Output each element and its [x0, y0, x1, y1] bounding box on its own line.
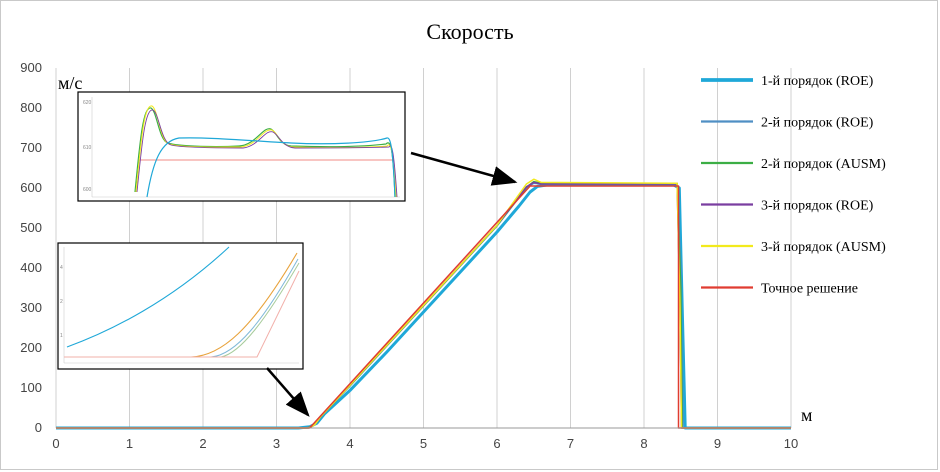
- legend-label: Точное решение: [761, 282, 858, 297]
- y-tick-label: 200: [20, 340, 42, 355]
- x-tick-label: 6: [493, 436, 500, 451]
- legend-label: 2-й порядок (ROE): [761, 116, 874, 131]
- svg-text:2: 2: [60, 299, 63, 305]
- legend-label: 3-й порядок (ROE): [761, 199, 874, 214]
- plateau-pointer-arrow: [410, 151, 518, 186]
- legend-label: 2-й порядок (AUSM): [761, 157, 886, 172]
- y-tick-label: 100: [20, 380, 42, 395]
- x-tick-label: 0: [52, 436, 59, 451]
- svg-text:610: 610: [83, 145, 92, 151]
- x-tick-label: 1: [126, 436, 133, 451]
- legend-label: 3-й порядок (AUSM): [761, 240, 886, 255]
- x-tick-label: 7: [567, 436, 574, 451]
- x-tick-label: 5: [420, 436, 427, 451]
- series-line-1: [56, 183, 791, 430]
- onset-zoom-inset: 4 2 1: [57, 242, 304, 370]
- y-tick-label: 400: [20, 260, 42, 275]
- legend-label: 1-й порядок (ROE): [761, 74, 874, 89]
- y-tick-label: 500: [20, 220, 42, 235]
- inset-roe3-line: [136, 109, 398, 198]
- y-tick-label: 300: [20, 300, 42, 315]
- inset-ausm3-line: [135, 105, 397, 198]
- y-tick-label: 0: [35, 420, 42, 435]
- svg-text:4: 4: [60, 265, 63, 271]
- x-tick-label: 8: [640, 436, 647, 451]
- inset-onset-roe2-line: [64, 258, 299, 358]
- y-tick-label: 700: [20, 140, 42, 155]
- y-tick-label: 900: [20, 60, 42, 75]
- inset-roe1-line: [146, 137, 396, 198]
- x-tick-label: 4: [346, 436, 353, 451]
- inset-onset-roe3-line: [64, 262, 300, 358]
- y-axis-unit-label: м/с: [58, 73, 82, 93]
- inset-onset-roe1-line: [66, 246, 230, 348]
- inset-onset-exact-line: [64, 270, 300, 358]
- x-tick-label: 10: [784, 436, 798, 451]
- x-axis-unit-label: м: [801, 405, 812, 425]
- plateau-zoom-inset: 620 610 600: [77, 91, 406, 202]
- x-tick-label: 2: [199, 436, 206, 451]
- svg-text:620: 620: [83, 100, 92, 106]
- chart-title: Скорость: [426, 19, 513, 44]
- y-tick-label: 800: [20, 100, 42, 115]
- svg-text:1: 1: [60, 333, 63, 339]
- x-tick-label: 9: [714, 436, 721, 451]
- svg-text:600: 600: [83, 187, 92, 193]
- inset-ausm-line: [134, 107, 396, 198]
- legend: 1-й порядок (ROE) 2-й порядок (ROE) 2-й по…: [701, 74, 886, 297]
- onset-pointer-arrow: [266, 367, 310, 417]
- y-tick-label: 600: [20, 180, 42, 195]
- x-tick-label: 3: [273, 436, 280, 451]
